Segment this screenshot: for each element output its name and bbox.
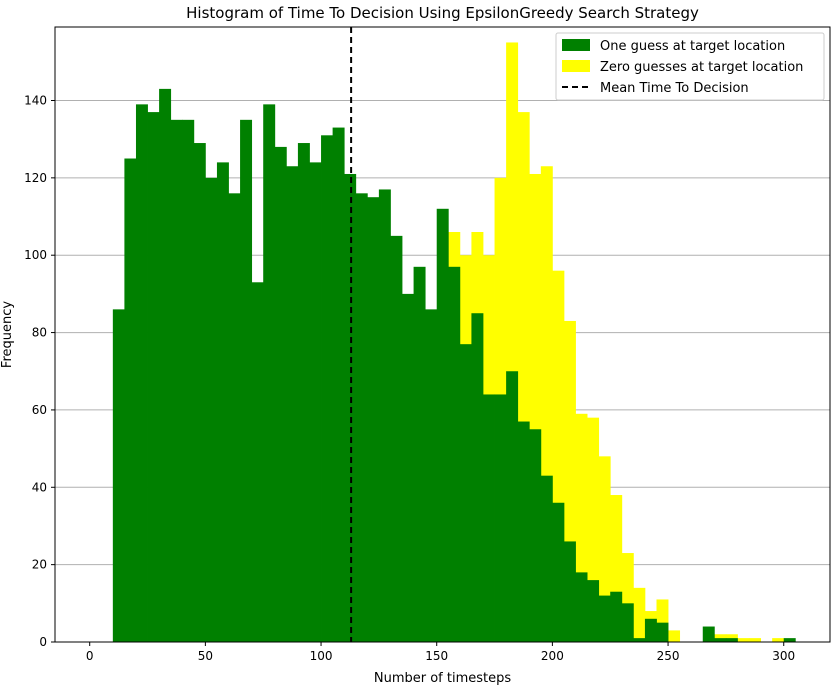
one-guess-bar-235	[633, 638, 646, 642]
one-guess-bar-25	[147, 112, 160, 642]
x-tick-label-0: 0	[86, 649, 94, 663]
one-guess-bar-175	[494, 394, 507, 642]
one-guess-bar-200	[552, 502, 565, 642]
chart-title: Histogram of Time To Decision Using Epsi…	[186, 4, 699, 22]
zero-guesses-bar-215	[587, 417, 600, 642]
one-guess-bar-155	[448, 266, 461, 642]
one-guess-bar-185	[517, 421, 530, 642]
one-guess-bar-205	[563, 541, 576, 642]
one-guess-bar-210	[575, 572, 588, 642]
one-guess-bar-75	[263, 104, 276, 642]
one-guess-bar-40	[182, 119, 195, 642]
one-guess-bar-180	[506, 371, 519, 642]
one-guess-bar-220	[598, 595, 611, 642]
zero-guesses-bar-295	[772, 638, 785, 642]
zero-guesses-bar-250	[668, 630, 681, 642]
x-tick-label-300: 300	[772, 649, 795, 663]
one-guess-bar-145	[425, 309, 438, 642]
one-guess-bar-80	[274, 146, 287, 643]
one-guess-bar-170	[482, 394, 495, 642]
legend-label-zero-guesses: Zero guesses at target location	[600, 60, 803, 75]
one-guess-bar-130	[390, 235, 403, 642]
one-guess-bar-245	[656, 622, 669, 642]
one-guess-bars	[112, 88, 796, 643]
zero-guesses-bar-220	[598, 456, 611, 642]
plot-frame	[54, 26, 831, 643]
one-guess-bar-120	[367, 197, 380, 643]
one-guess-bar-65	[240, 119, 253, 642]
one-guess-bar-20	[135, 104, 148, 642]
y-tick-label-120: 120	[24, 171, 47, 185]
one-guess-bar-105	[332, 127, 345, 642]
one-guess-bar-270	[714, 638, 727, 642]
one-guess-bar-195	[540, 475, 553, 642]
y-tick-label-140: 140	[24, 93, 47, 107]
one-guess-bar-90	[297, 143, 310, 643]
one-guess-bar-100	[321, 135, 334, 642]
one-guess-bar-15	[124, 158, 137, 642]
y-tick-label-0: 0	[39, 635, 47, 649]
one-guess-bar-190	[529, 429, 542, 642]
y-tick-label-80: 80	[32, 326, 47, 340]
legend-swatch-zero-guesses	[562, 60, 590, 72]
zero-guesses-bar-205	[563, 320, 576, 642]
zero-guesses-bar-225	[610, 495, 623, 642]
y-tick-label-100: 100	[24, 248, 47, 262]
legend: One guess at target location Zero guesse…	[555, 32, 825, 101]
zero-guesses-bar-200	[552, 270, 565, 642]
y-tick-label-40: 40	[32, 480, 47, 494]
one-guess-bar-275	[725, 638, 738, 642]
one-guess-bar-215	[587, 580, 600, 642]
zero-guesses-bar-210	[575, 413, 588, 642]
zero-guesses-bar-195	[540, 166, 553, 642]
one-guess-bar-95	[309, 162, 322, 642]
zero-guesses-bar-280	[737, 638, 750, 642]
one-guess-bar-35	[170, 119, 183, 642]
zero-guesses-bar-185	[517, 112, 530, 642]
zero-guesses-bar-190	[529, 173, 542, 642]
one-guess-bar-30	[159, 88, 172, 643]
zero-guesses-bar-235	[633, 587, 646, 642]
one-guess-bar-240	[644, 618, 657, 642]
one-guess-bar-230	[621, 603, 634, 642]
legend-label-one-guess: One guess at target location	[600, 39, 785, 54]
zero-guesses-bar-180	[506, 42, 519, 643]
y-tick-label-20: 20	[32, 558, 47, 572]
one-guess-bar-140	[413, 266, 426, 642]
zero-guesses-bar-285	[749, 638, 761, 642]
one-guess-bar-160	[459, 344, 472, 642]
x-tick-label-150: 150	[425, 649, 448, 663]
one-guess-bar-45	[193, 143, 206, 643]
x-tick-label-250: 250	[657, 649, 680, 663]
one-guess-bar-55	[216, 162, 229, 642]
one-guess-bar-10	[112, 309, 125, 642]
one-guess-bar-60	[228, 193, 241, 643]
zero-guesses-bar-230	[621, 553, 634, 642]
one-guess-bar-115	[355, 193, 368, 643]
y-axis-label: Frequency	[0, 301, 15, 368]
one-guess-bar-135	[402, 293, 414, 642]
one-guess-bar-125	[378, 189, 391, 643]
x-tick-label-100: 100	[310, 649, 333, 663]
one-guess-bar-150	[436, 208, 449, 642]
x-axis-ticks: 0 50 100 150 200 250 300	[86, 642, 795, 663]
legend-swatch-one-guess	[562, 39, 590, 51]
legend-label-mean-line: Mean Time To Decision	[600, 81, 749, 96]
one-guess-bar-70	[251, 282, 264, 642]
x-axis-label: Number of timesteps	[374, 671, 512, 686]
zero-guesses-bar-245	[656, 599, 669, 642]
one-guess-bar-265	[702, 626, 715, 642]
one-guess-bar-50	[205, 177, 218, 642]
one-guess-bar-225	[610, 591, 623, 642]
one-guess-bar-165	[471, 313, 484, 642]
one-guess-bar-85	[286, 166, 299, 642]
x-tick-label-50: 50	[198, 649, 213, 663]
y-axis-ticks: 0 20 40 60 80 100 120 140	[24, 93, 55, 649]
legend-box	[555, 32, 825, 101]
x-tick-label-200: 200	[541, 649, 564, 663]
one-guess-bar-300	[783, 638, 796, 642]
y-tick-label-60: 60	[32, 403, 47, 417]
